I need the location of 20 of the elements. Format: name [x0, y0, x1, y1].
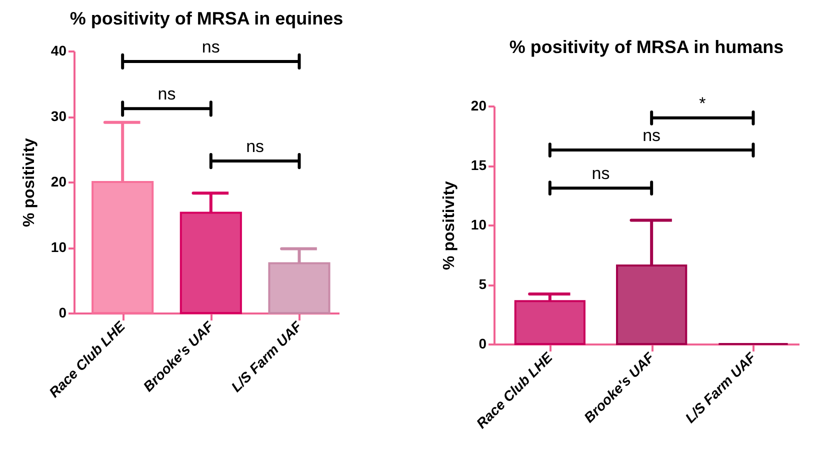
y-tick-label: 10 — [50, 239, 67, 255]
annotation: ns — [158, 84, 176, 104]
y-tick-label: 15 — [470, 157, 487, 173]
y-tick-label: 30 — [50, 108, 67, 124]
annotation: * — [699, 94, 706, 113]
annotation: ns — [246, 137, 264, 156]
y-tick-label: 0 — [478, 336, 487, 352]
y-tick-label: 0 — [58, 304, 67, 320]
annotation: ns — [202, 37, 220, 56]
y-tick-label: 10 — [470, 216, 487, 232]
y-tick-label: 20 — [470, 98, 487, 114]
y-axis-title: % positivity — [20, 138, 38, 227]
annotation: ns — [642, 126, 661, 146]
y-tick-label: 5 — [478, 276, 487, 292]
y-tick-label: 20 — [50, 174, 67, 190]
y-axis-title: % positivity — [440, 180, 458, 270]
chart-title: % positivity of MRSA in equines — [70, 8, 344, 28]
annotation: ns — [592, 164, 610, 184]
y-tick-label: 40 — [50, 42, 67, 58]
chart-title: % positivity of MRSA in humans — [509, 36, 784, 57]
